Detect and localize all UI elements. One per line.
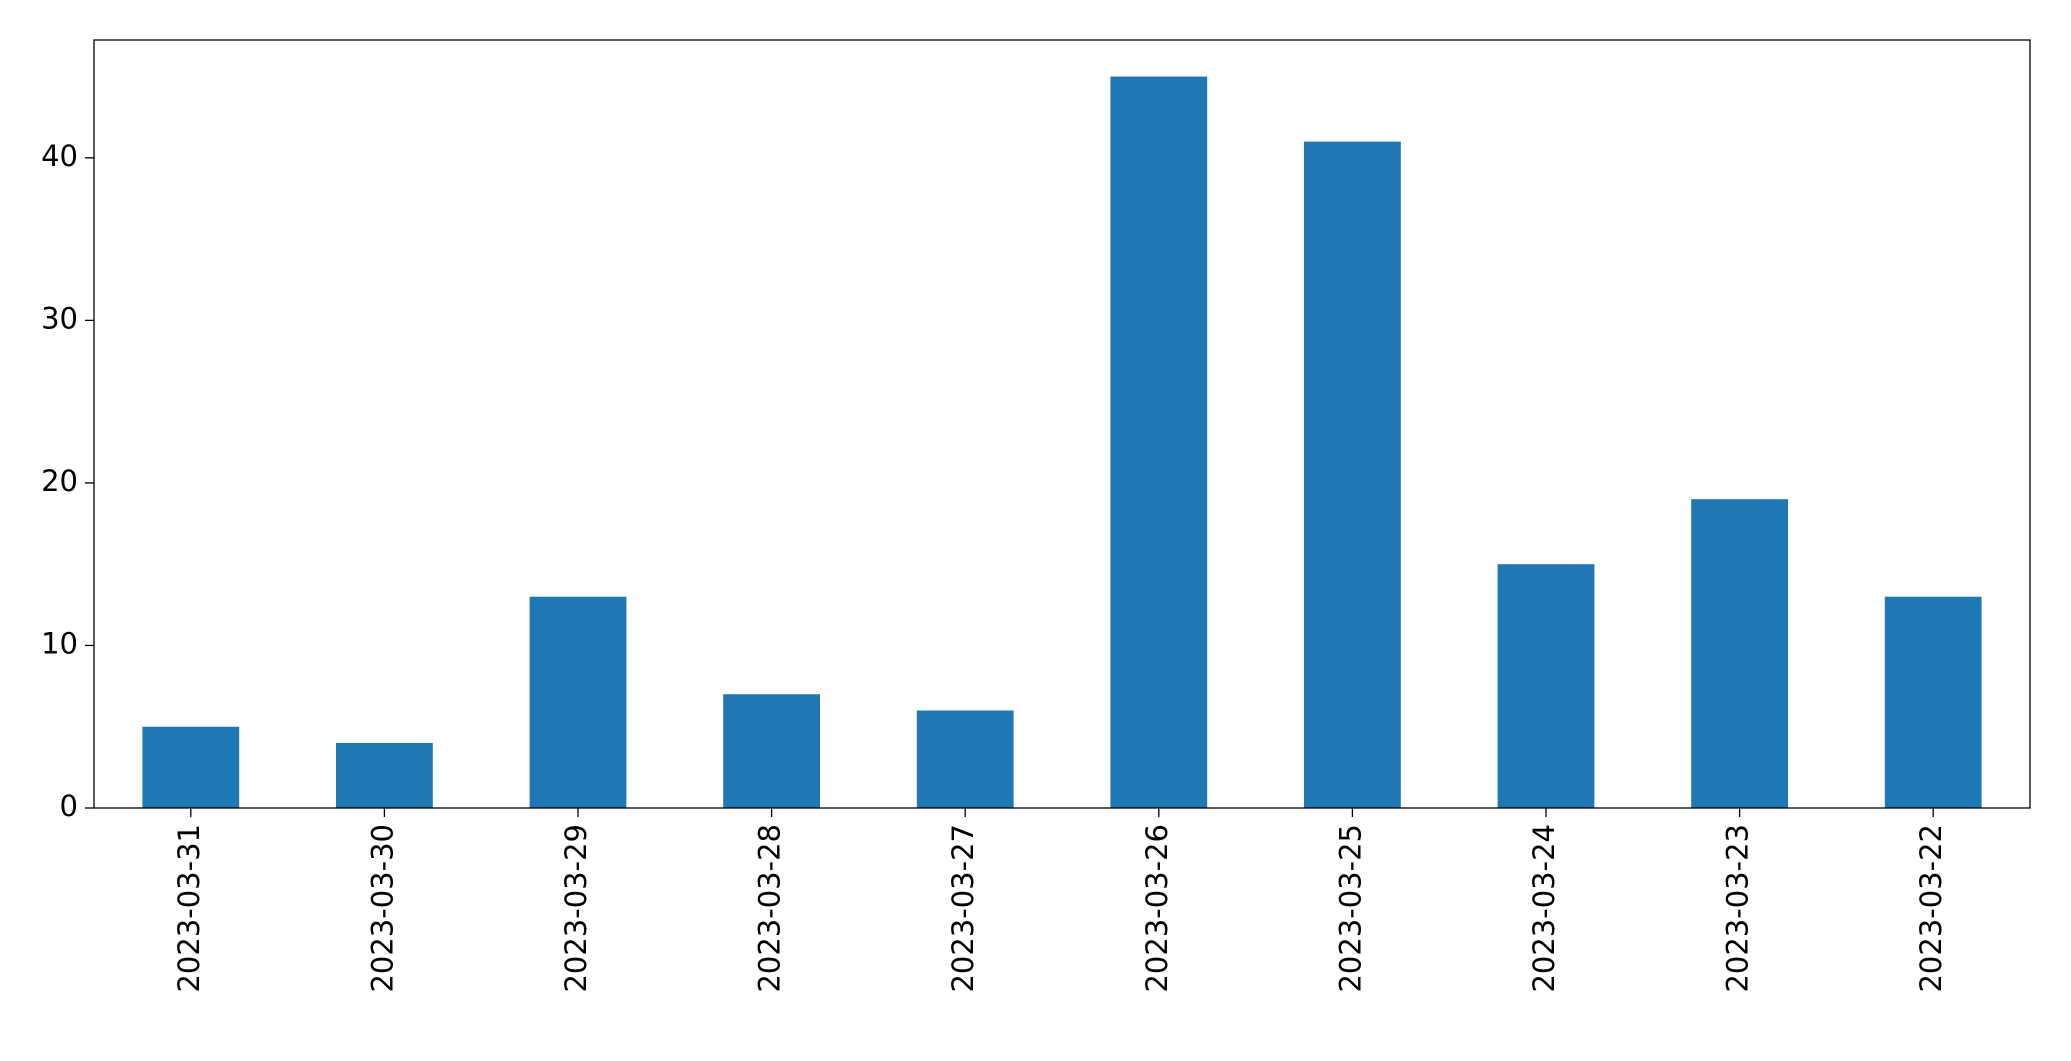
bar [142,726,240,808]
bar [1691,499,1788,808]
bar [529,596,627,808]
bar [723,694,820,808]
bar [1110,76,1208,809]
x-tick-label: 2023-03-27 [946,824,980,993]
y-tick-label: 0 [60,789,78,823]
x-tick-label: 2023-03-23 [1721,824,1755,993]
bar [1497,564,1595,808]
bar [1304,141,1401,809]
x-tick-label: 2023-03-30 [365,824,399,993]
y-tick-label: 40 [41,139,78,173]
bar [916,710,1014,808]
bar [1884,596,1982,808]
y-tick-label: 20 [41,464,78,498]
x-tick-label: 2023-03-31 [172,824,206,993]
y-tick-label: 10 [41,626,78,660]
y-tick-label: 30 [41,301,78,335]
axes-frame [93,39,2031,809]
x-tick-label: 2023-03-29 [559,824,593,993]
x-tick-label: 2023-03-24 [1527,824,1561,993]
x-tick-label: 2023-03-28 [753,824,787,993]
bar [336,742,433,808]
x-tick-label: 2023-03-22 [1914,824,1948,993]
x-tick-label: 2023-03-26 [1140,824,1174,993]
x-tick-label: 2023-03-25 [1333,824,1367,993]
